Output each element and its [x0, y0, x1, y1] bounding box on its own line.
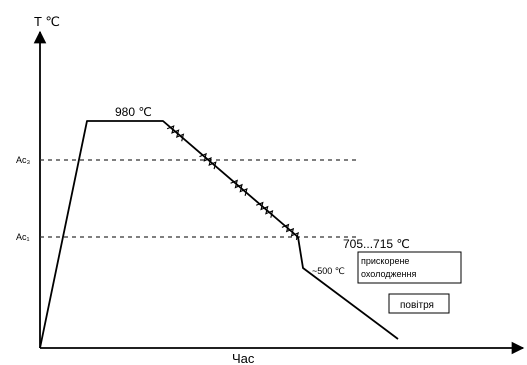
- ac1-label: Ac₁: [16, 232, 30, 242]
- heat-treatment-curve: [39, 120, 399, 349]
- air-cooling-label: повітря: [400, 300, 434, 311]
- accelerated-cooling-line1: прискорене: [361, 256, 409, 266]
- accelerated-cooling-box: прискорене охолодження: [357, 251, 462, 284]
- accelerated-cooling-line2: охолодження: [361, 269, 416, 279]
- zigzag-marker: [255, 201, 274, 218]
- zigzag-marker: [230, 179, 248, 196]
- bend-temperature-label: ~500 ℃: [312, 266, 345, 276]
- cooling-zigzag-markers: [166, 125, 300, 241]
- top-temperature-label: 980 ℃: [115, 105, 152, 119]
- ac3-label: Ac₃: [16, 155, 31, 165]
- y-axis-label: T ℃: [34, 14, 60, 29]
- air-cooling-box: повітря: [388, 293, 450, 314]
- zigzag-marker: [166, 125, 185, 142]
- range-temperature-label: 705...715 ℃: [343, 237, 410, 251]
- x-axis-label: Час: [232, 351, 255, 365]
- zigzag-marker: [199, 152, 217, 170]
- zigzag-marker: [281, 223, 300, 241]
